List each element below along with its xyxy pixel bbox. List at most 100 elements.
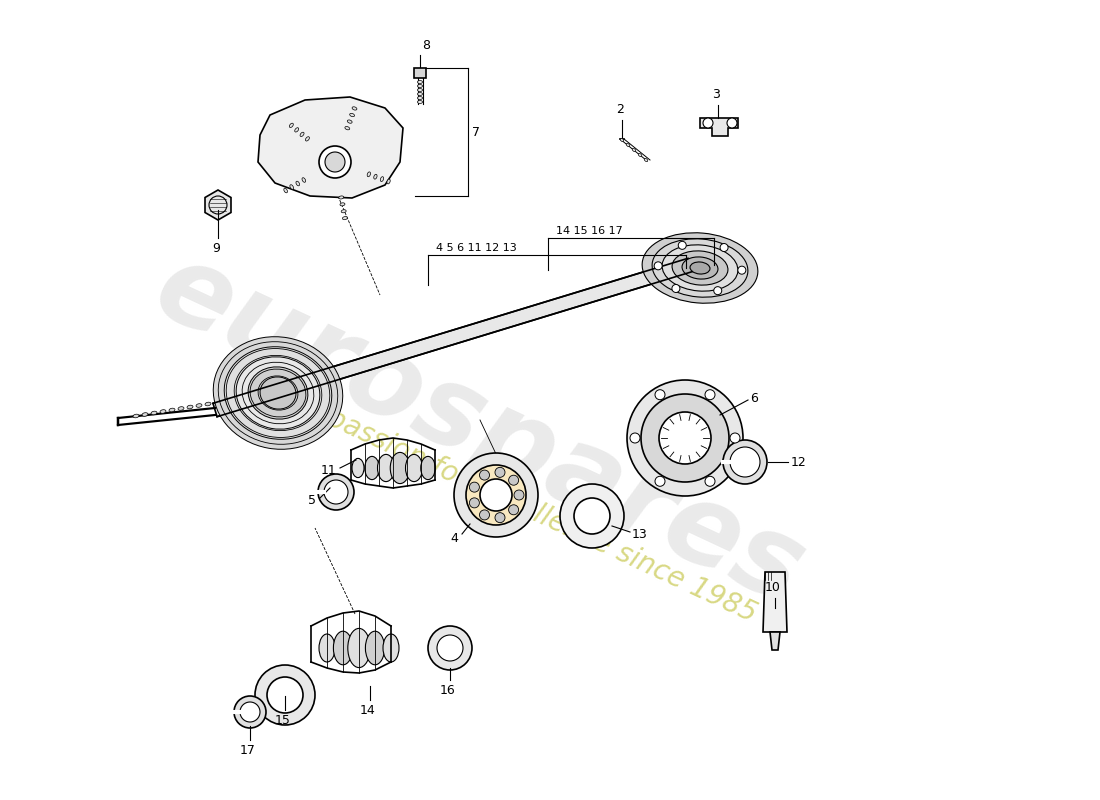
Ellipse shape [626, 143, 629, 146]
Ellipse shape [383, 634, 399, 662]
Ellipse shape [418, 97, 422, 99]
Ellipse shape [690, 262, 710, 274]
Polygon shape [213, 258, 692, 417]
Text: 17: 17 [240, 744, 256, 757]
Ellipse shape [420, 456, 436, 480]
Text: 6: 6 [750, 391, 758, 405]
Ellipse shape [302, 178, 306, 182]
Ellipse shape [682, 257, 718, 279]
Circle shape [454, 453, 538, 537]
Circle shape [428, 626, 472, 670]
Circle shape [641, 394, 729, 482]
Circle shape [234, 696, 266, 728]
Circle shape [679, 242, 686, 250]
Ellipse shape [652, 239, 748, 297]
Ellipse shape [324, 152, 345, 172]
Ellipse shape [418, 101, 422, 103]
Text: 2: 2 [616, 103, 624, 116]
Text: eurospares: eurospares [139, 233, 821, 627]
Ellipse shape [289, 123, 294, 127]
Ellipse shape [642, 233, 758, 303]
Ellipse shape [296, 182, 299, 186]
Circle shape [495, 467, 505, 478]
Circle shape [730, 447, 760, 477]
Circle shape [480, 510, 490, 520]
Circle shape [654, 390, 666, 400]
Circle shape [574, 498, 611, 534]
Circle shape [630, 433, 640, 443]
Ellipse shape [133, 414, 139, 418]
Ellipse shape [374, 174, 377, 179]
Circle shape [480, 479, 512, 511]
Ellipse shape [160, 410, 166, 414]
Circle shape [470, 482, 480, 492]
Ellipse shape [340, 203, 345, 206]
Circle shape [654, 476, 666, 486]
Ellipse shape [142, 413, 148, 416]
Ellipse shape [645, 158, 648, 162]
Circle shape [318, 474, 354, 510]
Circle shape [495, 513, 505, 522]
Ellipse shape [418, 93, 422, 95]
Circle shape [659, 412, 711, 464]
Ellipse shape [187, 405, 192, 409]
Circle shape [654, 262, 662, 270]
Ellipse shape [151, 411, 157, 415]
Ellipse shape [348, 629, 371, 667]
Text: 16: 16 [440, 684, 455, 697]
Circle shape [705, 476, 715, 486]
Text: 14: 14 [360, 704, 376, 717]
Circle shape [705, 390, 715, 400]
Text: 4: 4 [450, 531, 458, 545]
Text: 14 15 16 17: 14 15 16 17 [556, 226, 623, 236]
Circle shape [730, 433, 740, 443]
Ellipse shape [377, 454, 395, 482]
Ellipse shape [350, 114, 354, 117]
Ellipse shape [213, 337, 343, 450]
Text: 9: 9 [212, 242, 220, 255]
Ellipse shape [365, 631, 385, 665]
Ellipse shape [319, 634, 336, 662]
Ellipse shape [345, 126, 350, 130]
Ellipse shape [406, 454, 422, 482]
Circle shape [480, 470, 490, 480]
Circle shape [738, 266, 746, 274]
Circle shape [240, 702, 260, 722]
Circle shape [703, 118, 713, 128]
Circle shape [324, 480, 348, 504]
Text: 7: 7 [472, 126, 480, 138]
Ellipse shape [387, 179, 390, 184]
Ellipse shape [295, 128, 299, 132]
Ellipse shape [249, 367, 308, 419]
Ellipse shape [365, 456, 380, 480]
Circle shape [560, 484, 624, 548]
Ellipse shape [342, 217, 348, 220]
Ellipse shape [390, 452, 409, 483]
Ellipse shape [333, 631, 353, 665]
Ellipse shape [169, 408, 175, 412]
Text: 5: 5 [308, 494, 316, 506]
Text: 11: 11 [320, 463, 336, 477]
Circle shape [466, 465, 526, 525]
Text: 13: 13 [632, 527, 648, 541]
Ellipse shape [672, 251, 728, 285]
Circle shape [672, 285, 680, 293]
Ellipse shape [620, 138, 624, 142]
Circle shape [720, 243, 728, 251]
Ellipse shape [352, 458, 364, 478]
Text: 10: 10 [766, 581, 781, 594]
Circle shape [723, 440, 767, 484]
Circle shape [470, 498, 480, 508]
Ellipse shape [341, 210, 346, 213]
Ellipse shape [638, 154, 641, 157]
Ellipse shape [352, 106, 356, 110]
Ellipse shape [236, 357, 320, 429]
Ellipse shape [632, 148, 636, 152]
Text: 3: 3 [712, 88, 719, 101]
Polygon shape [763, 572, 786, 632]
Text: 4 5 6 11 12 13: 4 5 6 11 12 13 [436, 243, 517, 253]
Polygon shape [258, 97, 403, 198]
Ellipse shape [284, 188, 287, 193]
Text: 15: 15 [275, 714, 290, 727]
Circle shape [255, 665, 315, 725]
